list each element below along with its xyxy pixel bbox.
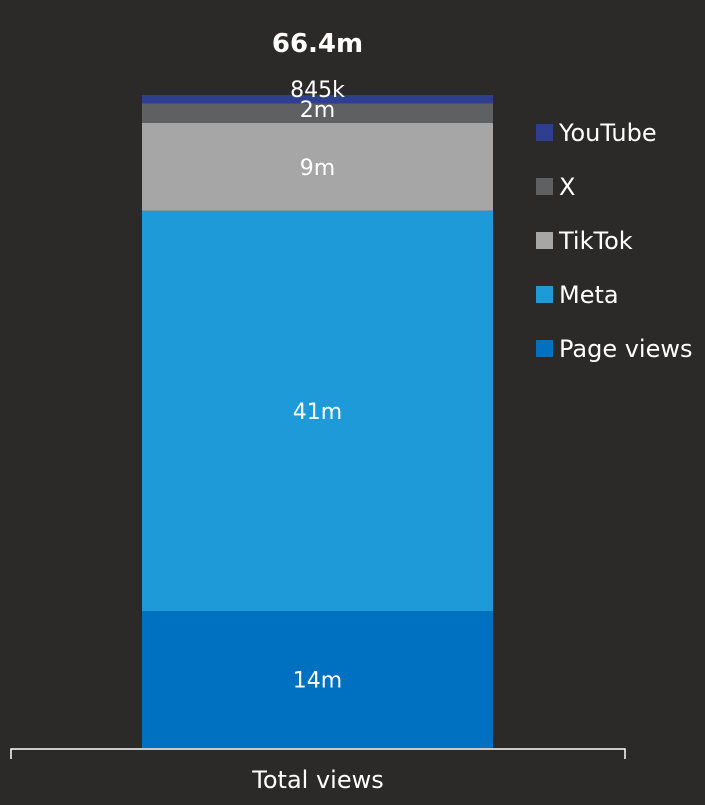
total-label: 66.4m (272, 29, 363, 59)
legend-label-meta: Meta (559, 281, 619, 309)
category-label-total-views: Total views (251, 766, 383, 794)
legend-label-tiktok: TikTok (558, 227, 633, 255)
legend-label-youtube: YouTube (558, 119, 657, 147)
legend-item-page-views: Page views (536, 335, 693, 363)
bar-segment-tiktok (142, 122, 493, 211)
data-label-page-views: 14m (293, 669, 342, 694)
data-label-tiktok: 9m (300, 156, 335, 181)
data-label-youtube: 845k (290, 78, 345, 103)
legend-label-x: X (559, 173, 575, 201)
bar-segment-page-views (142, 611, 493, 748)
bar-segment-meta (142, 210, 493, 612)
legend-label-page-views: Page views (559, 335, 693, 363)
bar-segment-youtube (142, 95, 493, 104)
legend-swatch-tiktok (536, 232, 553, 249)
legend-item-youtube: YouTube (536, 119, 657, 147)
legend-item-x: X (536, 173, 575, 201)
legend-item-meta: Meta (536, 281, 619, 309)
legend-swatch-page-views (536, 340, 553, 357)
axis-bracket (10, 748, 626, 759)
data-label-meta: 41m (293, 400, 342, 425)
legend-swatch-meta (536, 286, 553, 303)
legend: YouTube X TikTok Meta Page views (536, 119, 693, 363)
bar-segment-x (142, 103, 493, 123)
legend-swatch-youtube (536, 124, 553, 141)
legend-item-tiktok: TikTok (536, 227, 633, 255)
category-axis: Total views (10, 748, 626, 794)
bar-stack (142, 95, 493, 748)
data-label-x: 2m (300, 98, 335, 123)
legend-swatch-x (536, 178, 553, 195)
